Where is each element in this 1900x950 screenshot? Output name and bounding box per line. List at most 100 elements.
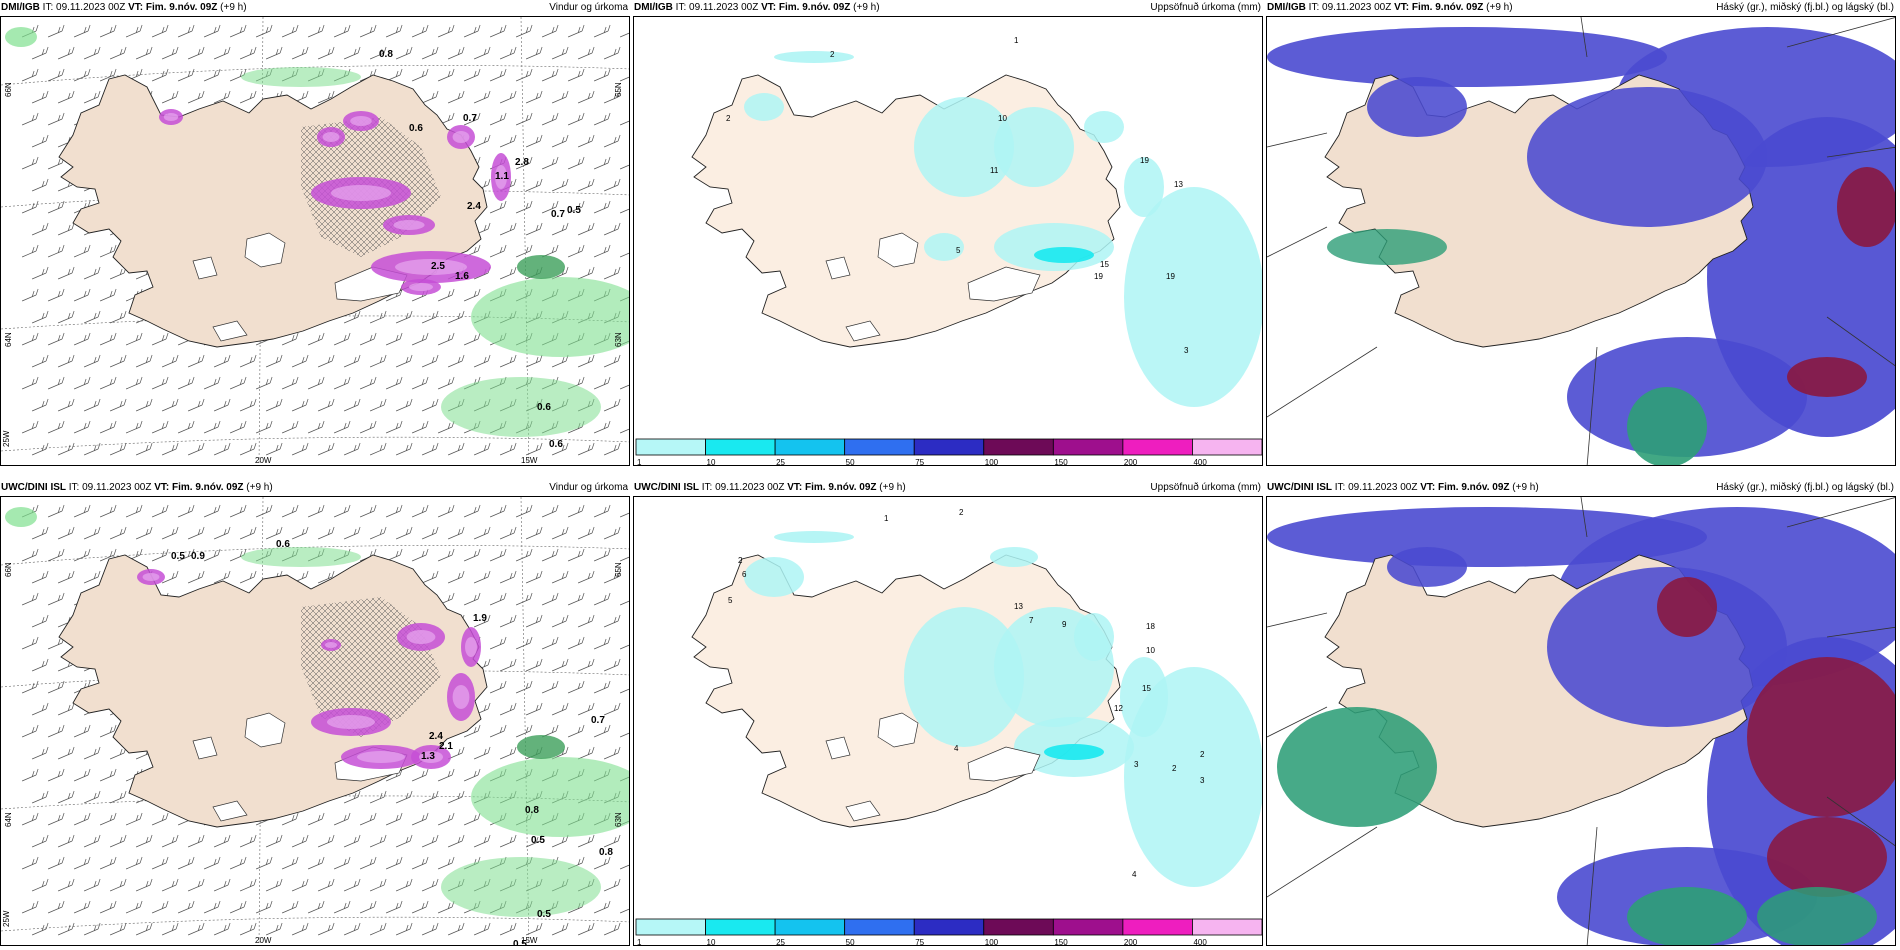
- precip-core: [325, 642, 337, 648]
- colorbar-swatch: [774, 918, 846, 936]
- field-value: 0.6: [276, 539, 290, 550]
- forecast-offset: (+9 h): [1486, 2, 1513, 13]
- accum-field: [744, 547, 1168, 777]
- forecast-offset: (+9 h): [220, 2, 247, 13]
- colorbar-swatch: [844, 438, 915, 456]
- accum-value: 2: [1200, 750, 1205, 759]
- colorbar-swatch: [705, 918, 776, 936]
- forecast-offset: (+9 h): [1512, 482, 1539, 493]
- high-cloud-area: [1747, 657, 1895, 817]
- valid-time: VT: Fim. 9.nóv. 09Z: [128, 2, 218, 13]
- accum-value: 10: [998, 114, 1007, 123]
- accum-value: 2: [1172, 764, 1177, 773]
- forecast-offset: (+9 h): [879, 482, 906, 493]
- accum-value: 19: [1140, 156, 1149, 165]
- colorbar-label: 150: [1054, 458, 1068, 466]
- accum-value: 1: [884, 514, 889, 523]
- field-value: 2.8: [515, 157, 529, 168]
- init-time: IT: 09.11.2023 00Z: [42, 2, 126, 13]
- panel-title: Vindur og úrkoma: [549, 482, 628, 493]
- accum-area: [994, 107, 1074, 187]
- axis-label: 65N: [614, 82, 623, 97]
- axis-label: 65N: [614, 562, 623, 577]
- cloud-area: [1367, 77, 1467, 137]
- precip-core: [495, 165, 507, 189]
- accum-value: 2: [726, 114, 731, 123]
- map-canvas: 0.6 0.5 0.9 0.8 1.9 2.42.1 1.3 0.7 0.5 0.8 0.5 0.5 6…: [1, 497, 629, 946]
- map-area: 0.8 0.6 0.7 2.8 1.1 2.5 2.4 1.6 0.7 0.5 0.6 0.6 66N 6…: [0, 16, 630, 466]
- map-area: 0.6 0.5 0.9 0.8 1.9 2.4 2.1 1.3 0.7 0.5 0.8 0.5 0.5 6…: [0, 496, 630, 946]
- map-area: [1266, 16, 1896, 466]
- axis-label: 15W: [521, 456, 538, 465]
- axis-label: 20W: [255, 936, 272, 945]
- accum-value: 2: [830, 50, 835, 59]
- accum-value: 15: [1100, 260, 1109, 269]
- colorbar-label: 100: [985, 938, 999, 946]
- cloud-area: [1387, 547, 1467, 587]
- accum-value: 3: [1134, 760, 1139, 769]
- precip-light-area: [441, 857, 601, 917]
- colorbar-swatch: [635, 438, 706, 456]
- accum-area: [904, 607, 1024, 747]
- accum-value: 15: [1142, 684, 1151, 693]
- map-canvas: [1267, 497, 1895, 945]
- field-value: 0.5: [513, 939, 527, 946]
- colorbar-swatch: [983, 918, 1054, 936]
- precip-core: [357, 751, 405, 763]
- axis-label: 63N: [614, 812, 623, 827]
- panel-cloud-dmi: DMI/IGB IT: 09.11.2023 00Z VT: Fim. 9.nó…: [1266, 0, 1896, 466]
- axis-label: 25W: [2, 430, 11, 447]
- colorbar-swatch: [1192, 918, 1262, 936]
- accum-area: [990, 547, 1038, 567]
- precip-core: [163, 113, 179, 121]
- colorbar: 1 10 25 50 75 100 150 200 400: [635, 438, 1262, 466]
- forecast-offset: (+9 h): [853, 2, 880, 13]
- field-value: 0.8: [599, 847, 613, 858]
- valid-time: VT: Fim. 9.nóv. 09Z: [1420, 482, 1510, 493]
- colorbar-swatch: [1052, 918, 1124, 936]
- panel-title: Uppsöfnuð úrkoma (mm): [1150, 482, 1261, 493]
- field-value: 1.3: [421, 751, 435, 762]
- axis-label: 64N: [4, 812, 13, 827]
- accum-area: [1074, 613, 1114, 661]
- panel-header: UWC/DINI ISL IT: 09.11.2023 00Z VT: Fim.…: [633, 480, 1263, 496]
- accum-area-strong: [1034, 247, 1094, 263]
- low-cloud-area: [1277, 707, 1437, 827]
- colorbar-label: 150: [1054, 938, 1068, 946]
- field-value: 2.4: [429, 731, 443, 742]
- accum-value: 19: [1166, 272, 1175, 281]
- colorbar-label: 1: [637, 458, 642, 466]
- field-value: 2.4: [467, 201, 481, 212]
- precip-light-area: [5, 507, 37, 527]
- valid-time: VT: Fim. 9.nóv. 09Z: [1394, 2, 1484, 13]
- colorbar-swatch: [774, 438, 846, 456]
- colorbar-label: 1: [637, 938, 642, 946]
- accum-value: 4: [954, 744, 959, 753]
- accum-field: [744, 93, 1164, 271]
- high-cloud-area: [1837, 167, 1895, 247]
- precip-core: [350, 116, 372, 126]
- precip-core: [393, 220, 425, 230]
- accum-value: 12: [1114, 704, 1123, 713]
- accum-value: 1: [1014, 36, 1019, 45]
- colorbar-swatch: [1122, 438, 1193, 456]
- accum-area: [1120, 657, 1168, 737]
- init-time: IT: 09.11.2023 00Z: [701, 482, 785, 493]
- accum-value: 4: [1132, 870, 1137, 879]
- high-cloud-area: [1657, 577, 1717, 637]
- colorbar-label: 400: [1193, 458, 1207, 466]
- precip-light-area: [471, 757, 629, 837]
- cloud-overlay: [1327, 77, 1895, 465]
- model-name: UWC/DINI ISL: [1, 482, 66, 493]
- panel-header: DMI/IGB IT: 09.11.2023 00Z VT: Fim. 9.nó…: [633, 0, 1263, 16]
- precip-core: [465, 637, 477, 657]
- valid-time: VT: Fim. 9.nóv. 09Z: [787, 482, 877, 493]
- accum-value: 3: [1184, 346, 1189, 355]
- colorbar-label: 10: [707, 458, 716, 466]
- panel-wind-uwc: UWC/DINI ISL IT: 09.11.2023 00Z VT: Fim.…: [0, 480, 630, 946]
- accum-value: 13: [1014, 602, 1023, 611]
- accum-value: 5: [956, 246, 961, 255]
- field-value: 0.5: [171, 551, 185, 562]
- init-time: IT: 09.11.2023 00Z: [1334, 482, 1418, 493]
